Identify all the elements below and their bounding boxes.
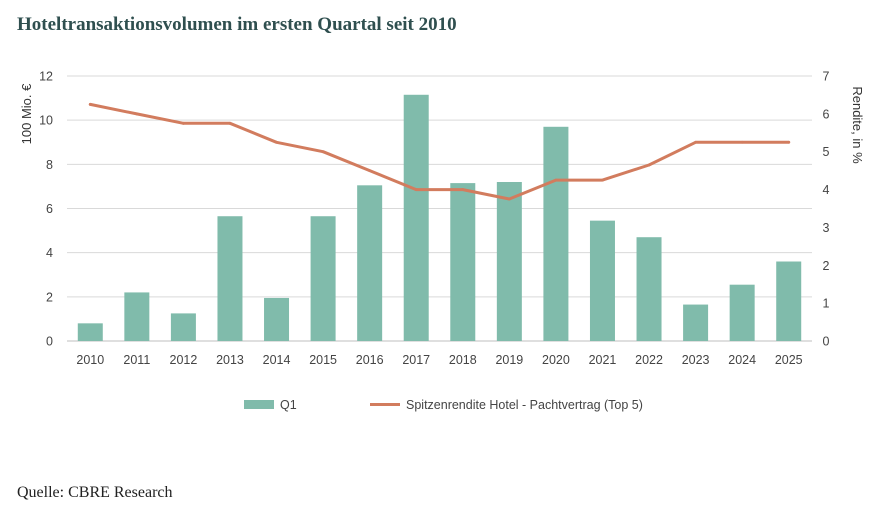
right-tick-label: 3 [823, 221, 830, 235]
x-tick-label: 2023 [682, 353, 710, 367]
x-tick-label: 2012 [170, 353, 198, 367]
legend-label-yield: Spitzenrendite Hotel - Pachtvertrag (Top… [406, 398, 643, 412]
right-tick-label: 5 [823, 145, 830, 159]
bar-q1-2017 [403, 94, 429, 341]
right-axis-ticks: 0 1 2 3 4 5 6 7 [823, 70, 830, 349]
x-tick-label: 2013 [216, 353, 244, 367]
bar-q1-2024 [729, 284, 755, 341]
legend: Q1 Spitzenrendite Hotel - Pachtvertrag (… [244, 398, 643, 412]
bar-q1-2021 [589, 220, 615, 341]
bar-q1-2013 [217, 216, 243, 341]
bar-q1-2020 [543, 126, 569, 342]
left-tick-label: 0 [46, 335, 53, 349]
x-tick-label: 2022 [635, 353, 663, 367]
point-yield-2017 [414, 188, 418, 191]
bar-q1-2023 [683, 304, 709, 341]
left-tick-label: 4 [46, 246, 53, 260]
point-yield-2010 [88, 102, 92, 106]
bar-q1-2022 [636, 237, 662, 341]
right-axis-label: Rendite, in % [850, 86, 865, 164]
bar-q1-2011 [124, 292, 150, 341]
bar-q1-2015 [310, 216, 336, 341]
line-yield [88, 102, 791, 201]
bar-q1-2025 [776, 261, 802, 341]
left-axis-ticks: 0 2 4 6 8 10 12 [39, 70, 53, 349]
legend-label-q1: Q1 [280, 398, 297, 412]
chart-title: Hoteltransaktionsvolumen im ersten Quart… [17, 14, 457, 35]
bar-q1-2010 [77, 323, 103, 341]
x-tick-label: 2018 [449, 353, 477, 367]
x-tick-label: 2019 [495, 353, 523, 367]
point-yield-2015 [321, 150, 325, 154]
right-tick-label: 0 [823, 335, 830, 349]
left-tick-label: 10 [39, 114, 53, 128]
x-tick-label: 2016 [356, 353, 384, 367]
bar-q1-2019 [496, 182, 522, 341]
bar-q1-2016 [357, 185, 383, 341]
point-yield-2016 [368, 169, 372, 173]
bar-q1-2012 [170, 313, 196, 341]
source-note: Quelle: CBRE Research [17, 484, 173, 501]
point-yield-2020 [554, 178, 558, 182]
point-yield-2024 [740, 140, 744, 144]
x-tick-label: 2011 [123, 353, 150, 367]
bar-series-q1 [77, 94, 802, 342]
right-tick-label: 6 [823, 107, 830, 121]
right-tick-label: 4 [823, 183, 830, 197]
x-tick-label: 2024 [728, 353, 756, 367]
point-yield-2014 [275, 140, 278, 144]
legend-swatch-q1 [244, 400, 274, 409]
x-axis-ticks: 2010 2011 2012 2013 2014 2015 2016 2017 2018 2019… [76, 353, 802, 367]
bar-q1-2014 [264, 297, 290, 341]
point-yield-2011 [135, 112, 139, 116]
line-series-yield [88, 102, 791, 201]
x-tick-label: 2017 [402, 353, 430, 367]
x-tick-label: 2014 [263, 353, 291, 367]
point-yield-2021 [601, 178, 604, 182]
point-yield-2019 [507, 197, 511, 201]
bar-q1-2018 [450, 183, 476, 341]
x-tick-label: 2010 [76, 353, 104, 367]
x-tick-label: 2020 [542, 353, 570, 367]
left-tick-label: 12 [39, 70, 53, 84]
x-tick-label: 2015 [309, 353, 337, 367]
left-axis-label: 100 Mio. € [19, 83, 34, 144]
point-yield-2012 [182, 121, 185, 125]
right-tick-label: 1 [823, 297, 830, 311]
left-tick-label: 2 [46, 290, 53, 304]
point-yield-2018 [461, 188, 465, 191]
point-yield-2023 [694, 140, 697, 144]
x-tick-label: 2025 [775, 353, 803, 367]
left-tick-label: 8 [46, 158, 53, 172]
point-yield-2022 [647, 163, 651, 167]
gridlines [67, 75, 812, 342]
point-yield-2025 [787, 140, 791, 144]
x-tick-label: 2021 [589, 353, 617, 367]
left-tick-label: 6 [46, 202, 53, 216]
right-tick-label: 7 [823, 70, 830, 84]
point-yield-2013 [228, 121, 232, 125]
right-tick-label: 2 [823, 259, 830, 273]
